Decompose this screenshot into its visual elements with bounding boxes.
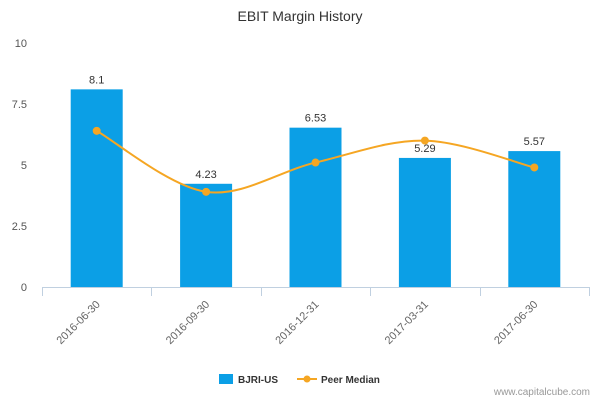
bar-2016-12-31 (289, 127, 342, 287)
peer-median-series (92, 126, 539, 196)
data-label: 4.23 (195, 169, 216, 181)
legend-swatch-peer-marker (303, 375, 311, 383)
bar-series: 8.1 4.23 6.53 5.29 5.57 (70, 74, 561, 287)
legend-label-bjri: BJRI-US (238, 375, 278, 386)
bar-2017-06-30 (508, 151, 561, 287)
data-label: 5.57 (524, 136, 545, 148)
x-tick-label: 2016-12-31 (273, 299, 321, 347)
y-tick-label: 10 (15, 38, 27, 50)
x-tick-label: 2017-03-31 (383, 299, 431, 347)
peer-median-point-2017-03-31 (420, 136, 429, 145)
bar-2017-03-31 (398, 157, 451, 287)
legend-label-peer: Peer Median (321, 375, 380, 386)
chart-title: EBIT Margin History (238, 8, 363, 24)
peer-median-point-2016-12-31 (311, 158, 320, 167)
legend-swatch-bjri (219, 374, 233, 384)
y-tick-label: 5 (21, 160, 27, 172)
y-tick-label: 2.5 (12, 221, 27, 233)
legend: BJRI-US Peer Median (219, 374, 380, 386)
x-tick-label: 2016-06-30 (55, 299, 103, 347)
data-label: 6.53 (305, 113, 326, 125)
peer-median-point-2016-06-30 (92, 126, 101, 135)
x-tick-label: 2017-06-30 (492, 299, 540, 347)
credit-text: www.capitalcube.com (493, 387, 590, 398)
peer-median-point-2016-09-30 (202, 187, 211, 196)
bar-2016-09-30 (180, 183, 233, 287)
data-label: 5.29 (414, 143, 435, 155)
peer-median-point-2017-06-30 (530, 163, 539, 172)
y-tick-label: 7.5 (12, 99, 27, 111)
x-tick-label: 2016-09-30 (164, 299, 212, 347)
data-label: 8.1 (89, 74, 104, 86)
x-axis: 2016-06-30 2016-09-30 2016-12-31 2017-03-31… (42, 287, 590, 347)
y-tick-label: 0 (21, 282, 27, 294)
bar-2016-06-30 (70, 89, 123, 287)
y-axis: 0 2.5 5 7.5 10 (12, 38, 27, 294)
